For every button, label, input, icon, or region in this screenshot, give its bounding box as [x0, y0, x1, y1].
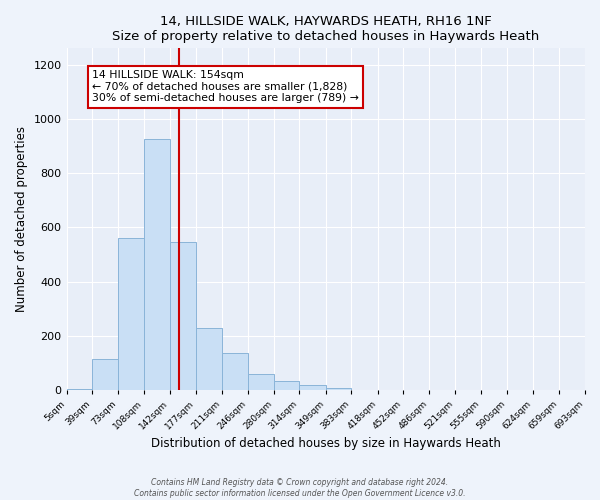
- Title: 14, HILLSIDE WALK, HAYWARDS HEATH, RH16 1NF
Size of property relative to detache: 14, HILLSIDE WALK, HAYWARDS HEATH, RH16 …: [112, 15, 539, 43]
- Bar: [248, 374, 274, 390]
- Bar: [196, 328, 222, 390]
- Y-axis label: Number of detached properties: Number of detached properties: [15, 126, 28, 312]
- Bar: [299, 385, 326, 390]
- Bar: [67, 389, 92, 390]
- Bar: [222, 353, 248, 391]
- Bar: [326, 388, 352, 390]
- Bar: [170, 242, 196, 390]
- Text: Contains HM Land Registry data © Crown copyright and database right 2024.
Contai: Contains HM Land Registry data © Crown c…: [134, 478, 466, 498]
- Bar: [118, 238, 144, 390]
- Bar: [274, 381, 299, 390]
- X-axis label: Distribution of detached houses by size in Haywards Heath: Distribution of detached houses by size …: [151, 437, 501, 450]
- Bar: [92, 359, 118, 390]
- Text: 14 HILLSIDE WALK: 154sqm
← 70% of detached houses are smaller (1,828)
30% of sem: 14 HILLSIDE WALK: 154sqm ← 70% of detach…: [92, 70, 359, 103]
- Bar: [144, 140, 170, 390]
